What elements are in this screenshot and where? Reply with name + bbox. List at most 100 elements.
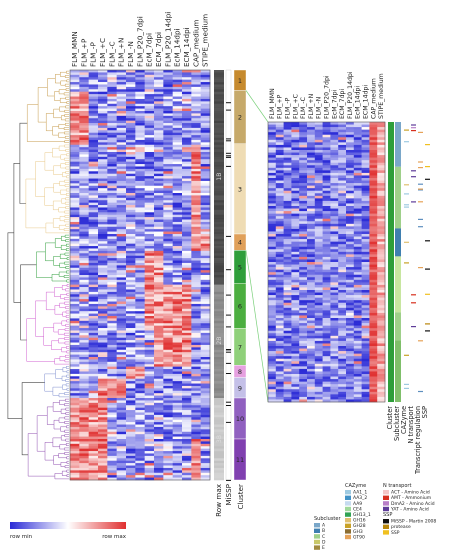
zoom-heatmap-cell <box>353 137 362 141</box>
zoom-heatmap-cell <box>377 188 386 192</box>
zoom-annotation-mark <box>404 193 409 195</box>
heatmap-cell <box>182 323 192 326</box>
zoom-heatmap-cell <box>346 183 355 186</box>
heatmap-cell <box>79 161 89 165</box>
heatmap-cell <box>163 451 173 454</box>
zoom-heatmap-cell <box>275 144 284 148</box>
zoom-heatmap-cell <box>268 134 277 138</box>
heatmap-cell <box>98 147 108 150</box>
zoom-heatmap-cell <box>299 122 308 125</box>
heatmap-cell <box>116 98 127 102</box>
heatmap-cell <box>172 255 183 259</box>
zoom-heatmap-cell <box>307 300 316 304</box>
heatmap-cell <box>200 231 211 235</box>
heatmap-cell <box>172 84 183 88</box>
zoom-heatmap-cell <box>330 292 339 296</box>
heatmap-cell <box>79 231 89 235</box>
zoom-heatmap-cell <box>314 213 323 217</box>
dendrogram-branch <box>65 407 69 411</box>
heatmap-cell <box>191 344 201 348</box>
heatmap-cell <box>79 217 89 220</box>
zoom-heatmap-cell <box>330 300 339 304</box>
zoom-heatmap-cell <box>299 178 308 181</box>
zoom-heatmap-cell <box>361 353 370 357</box>
zoom-heatmap-cell <box>346 300 355 304</box>
zoom-heatmap-cell <box>346 371 355 375</box>
heatmap-cell <box>126 342 136 346</box>
zoom-heatmap-cell <box>268 312 277 316</box>
zoom-heatmap-cell <box>283 396 292 400</box>
heatmap-cell <box>135 313 145 317</box>
heatmap-cell <box>172 364 183 367</box>
zoom-heatmap-cell <box>338 348 347 352</box>
zoom-column-label: STIPE_medium <box>378 73 385 119</box>
row-max-cell <box>214 144 224 148</box>
heatmap-cell <box>135 168 145 172</box>
legend-title: Subcluster <box>314 516 341 522</box>
heatmap-cell <box>98 390 108 394</box>
heatmap-cell <box>98 475 108 478</box>
zoom-heatmap-cell <box>361 206 370 209</box>
zoom-heatmap-cell <box>369 157 378 161</box>
heatmap-cell <box>98 371 108 375</box>
dendrogram-branch <box>63 219 69 223</box>
heatmap-cell <box>126 142 136 146</box>
heatmap-cell <box>182 347 192 351</box>
heatmap-cell <box>182 357 192 360</box>
dendrogram-branch <box>52 386 63 396</box>
heatmap-cell <box>79 313 89 317</box>
heatmap-cell <box>70 183 80 187</box>
zoom-heatmap-cell <box>322 282 331 286</box>
heatmap-cell <box>135 463 145 466</box>
heatmap-cell <box>88 132 99 136</box>
zoom-heatmap-cell <box>307 277 316 281</box>
row-max-cell <box>214 335 224 338</box>
heatmap-cell <box>172 342 183 346</box>
heatmap-cell <box>191 161 201 165</box>
heatmap-cell <box>163 289 173 293</box>
zoom-heatmap-cell <box>322 241 331 245</box>
zoom-heatmap-cell <box>361 386 370 390</box>
heatmap-cell <box>70 226 80 230</box>
heatmap-cell <box>172 470 183 474</box>
dendrogram-branch <box>64 261 69 265</box>
heatmap-cell <box>126 86 136 90</box>
zoom-heatmap-cell <box>291 200 300 204</box>
heatmap-cell <box>172 373 183 377</box>
heatmap-cell <box>200 270 211 273</box>
zoom-heatmap-cell <box>369 170 378 174</box>
zoom-heatmap-cell <box>307 142 316 146</box>
zoom-heatmap-cell <box>346 216 355 220</box>
heatmap-cell <box>70 159 80 162</box>
heatmap-cell <box>182 325 192 329</box>
row-max-cell <box>214 393 224 396</box>
zoom-heatmap-cell <box>268 172 277 176</box>
zoom-heatmap-cell <box>291 234 300 237</box>
heatmap-cell <box>163 101 173 105</box>
heatmap-cell <box>172 431 183 435</box>
legend-swatch <box>383 490 389 495</box>
heatmap-cell <box>154 303 164 307</box>
row-max-cell <box>214 439 224 442</box>
heatmap-cell <box>116 226 127 230</box>
zoom-heatmap-cell <box>330 297 339 301</box>
heatmap-cell <box>144 79 155 83</box>
heatmap-cell <box>200 439 211 442</box>
heatmap-cell <box>107 173 117 177</box>
zoom-heatmap-cell <box>346 180 355 184</box>
heatmap-cell <box>70 238 80 242</box>
heatmap-cell <box>172 108 183 112</box>
zoom-heatmap-cell <box>346 251 355 255</box>
zoom-heatmap-cell <box>353 384 362 388</box>
zoom-heatmap-cell <box>338 366 347 370</box>
zoom-heatmap-cell <box>322 295 331 298</box>
heatmap-cell <box>163 395 173 399</box>
heatmap-cell <box>172 436 183 440</box>
zoom-heatmap-cell <box>283 307 292 311</box>
zoom-annotation-mark <box>404 383 409 385</box>
zoom-heatmap-cell <box>314 152 323 156</box>
zoom-heatmap-cell <box>377 147 386 151</box>
heatmap-cell <box>116 127 127 131</box>
heatmap-cell <box>98 267 108 271</box>
heatmap-cell <box>79 390 89 394</box>
